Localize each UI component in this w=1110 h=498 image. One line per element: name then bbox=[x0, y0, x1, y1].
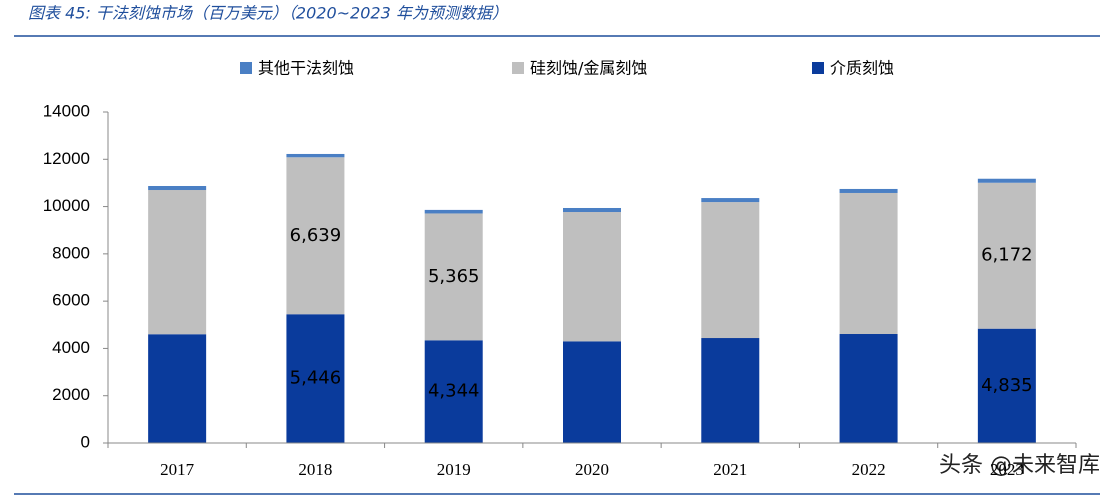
y-tick-label: 12000 bbox=[43, 149, 90, 168]
x-tick-label: 2020 bbox=[575, 460, 609, 479]
bar-segment bbox=[839, 192, 898, 335]
x-tick-label: 2021 bbox=[713, 460, 747, 479]
bar-segment bbox=[977, 328, 1036, 443]
bar-segment bbox=[286, 314, 345, 443]
bar-segment bbox=[839, 334, 898, 443]
legend-swatch bbox=[812, 62, 824, 74]
y-tick-label: 2000 bbox=[52, 385, 90, 404]
y-tick-label: 10000 bbox=[43, 196, 90, 215]
bar-segment bbox=[977, 182, 1036, 329]
bar-segment bbox=[563, 341, 621, 443]
value-label: 5,365 bbox=[428, 266, 480, 287]
bar-segment bbox=[839, 188, 898, 193]
y-tick-label: 6000 bbox=[52, 291, 90, 310]
bar-segment bbox=[148, 190, 207, 335]
bar-segment bbox=[424, 340, 483, 443]
value-label: 6,639 bbox=[290, 225, 342, 246]
y-tick-label: 4000 bbox=[52, 338, 90, 357]
chart-title: 图表 45: 干法刻蚀市场（百万美元）（2020~2023 年为预测数据） bbox=[28, 4, 508, 23]
legend-label: 硅刻蚀/金属刻蚀 bbox=[530, 59, 647, 78]
x-tick-label: 2022 bbox=[852, 460, 886, 479]
bar-segment bbox=[563, 207, 621, 213]
bar-segment bbox=[424, 209, 483, 214]
y-tick-label: 14000 bbox=[43, 101, 90, 120]
legend-swatch bbox=[512, 62, 524, 74]
bar-segment bbox=[701, 202, 760, 339]
value-label: 4,344 bbox=[428, 381, 480, 402]
bar-segment bbox=[701, 338, 760, 443]
y-tick-label: 0 bbox=[81, 432, 90, 451]
bar-segment bbox=[286, 157, 345, 315]
value-label: 5,446 bbox=[290, 368, 342, 389]
bar-segment bbox=[977, 178, 1036, 183]
bar-segment bbox=[148, 186, 207, 191]
bar-segment bbox=[563, 212, 621, 342]
y-tick-label: 8000 bbox=[52, 243, 90, 262]
x-tick-label: 2019 bbox=[437, 460, 471, 479]
legend-label: 其他干法刻蚀 bbox=[258, 59, 354, 78]
bar-segment bbox=[701, 198, 760, 203]
watermark: 头条 @未来智库 bbox=[939, 453, 1100, 478]
bar-segment bbox=[286, 153, 345, 158]
value-label: 4,835 bbox=[981, 375, 1033, 396]
legend-swatch bbox=[240, 62, 252, 74]
x-tick-label: 2023 bbox=[990, 460, 1024, 479]
value-label: 6,172 bbox=[981, 245, 1033, 266]
x-tick-label: 2017 bbox=[160, 460, 195, 479]
x-tick-label: 2018 bbox=[298, 460, 332, 479]
bar-segment bbox=[424, 213, 483, 341]
bar-segment bbox=[148, 334, 207, 443]
legend-label: 介质刻蚀 bbox=[830, 59, 894, 78]
